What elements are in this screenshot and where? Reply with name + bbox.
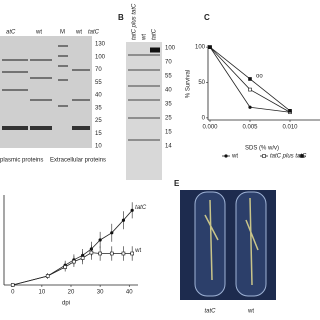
- gel-a-bands: [2, 45, 90, 130]
- marker-label: 100: [165, 46, 176, 52]
- legend-marker: [224, 154, 228, 158]
- marker-label: 35: [95, 105, 102, 111]
- y-tick-label: 50: [198, 80, 205, 86]
- point: [109, 251, 114, 256]
- gel-a: [0, 36, 92, 148]
- plant: [204, 197, 259, 286]
- point: [80, 256, 85, 260]
- lane-label: wt: [142, 34, 148, 41]
- x-tick-label: 10: [39, 290, 46, 296]
- series-label: tatC: [135, 205, 147, 211]
- point: [63, 265, 67, 269]
- marker-label: 70: [165, 60, 172, 66]
- marker-label: 14: [165, 144, 172, 150]
- gel-b: [126, 42, 162, 180]
- series-line: [12, 252, 133, 286]
- marker-label: 100: [95, 54, 106, 60]
- panel-label: C: [204, 13, 210, 22]
- x-tick-label: 20: [68, 290, 75, 296]
- lane-label: tatC: [88, 30, 100, 36]
- marker-label: 55: [165, 74, 172, 80]
- marker-label: 35: [165, 102, 172, 108]
- point: [248, 87, 252, 92]
- marker-label: 55: [95, 80, 102, 86]
- lane-label: wt: [75, 30, 82, 36]
- marker-label: 25: [95, 118, 102, 124]
- x-tick-label: 0.010: [282, 125, 298, 131]
- annotation: oo: [256, 74, 263, 80]
- photo-label: tatC: [204, 309, 216, 315]
- legend-label: wt: [231, 154, 238, 160]
- group-label: plasmic proteins: [0, 158, 43, 164]
- panel-label: B: [118, 13, 124, 22]
- point: [248, 77, 252, 81]
- lane-label: tatC: [152, 28, 158, 40]
- point: [130, 208, 134, 212]
- point: [288, 109, 292, 113]
- marker-label: 15: [165, 130, 172, 136]
- tube: [194, 191, 226, 297]
- lane-label: atC: [6, 30, 16, 36]
- y-tick-label: 0: [202, 115, 206, 121]
- marker-label: 10: [95, 144, 102, 150]
- point: [208, 45, 212, 49]
- marker-label: 130: [95, 42, 106, 48]
- point: [89, 250, 94, 255]
- photo-label: wt: [247, 309, 254, 315]
- group-label: Extracellular proteins: [50, 158, 106, 164]
- gel-b-bands: [128, 47, 160, 141]
- point: [121, 251, 126, 256]
- lane-label: tatC plus tatC: [132, 3, 138, 40]
- x-tick-label: 0: [11, 290, 15, 296]
- series-line: [12, 210, 133, 286]
- legend-label: tatC plus tatC: [270, 154, 307, 160]
- point: [248, 105, 252, 109]
- y-axis-label: % Survival: [186, 70, 192, 98]
- marker-label: 25: [165, 116, 172, 122]
- legend-marker: [300, 154, 304, 158]
- panel-label: E: [174, 179, 180, 188]
- marker-label: 40: [165, 88, 172, 94]
- series-label: wt: [134, 248, 141, 254]
- legend-marker: [262, 154, 266, 158]
- lane-label: wt: [35, 30, 42, 36]
- point: [121, 218, 126, 222]
- x-axis-label: SDS (% w/v): [245, 146, 279, 152]
- x-tick-label: 0.000: [202, 125, 218, 131]
- point: [130, 251, 134, 256]
- point: [10, 283, 15, 287]
- marker-label: 70: [95, 67, 102, 73]
- x-axis-label: dpi: [62, 301, 70, 307]
- x-tick-label: 30: [97, 290, 104, 296]
- marker-label: 40: [95, 93, 102, 99]
- x-tick-label: 0.005: [242, 125, 258, 131]
- marker-label: 15: [95, 131, 102, 137]
- point: [98, 238, 102, 242]
- lane-label: M: [60, 30, 65, 36]
- y-tick-label: 100: [195, 45, 206, 51]
- point: [45, 274, 50, 278]
- point: [98, 251, 102, 256]
- x-tick-label: 40: [126, 290, 133, 296]
- point: [110, 231, 114, 235]
- point: [72, 259, 76, 264]
